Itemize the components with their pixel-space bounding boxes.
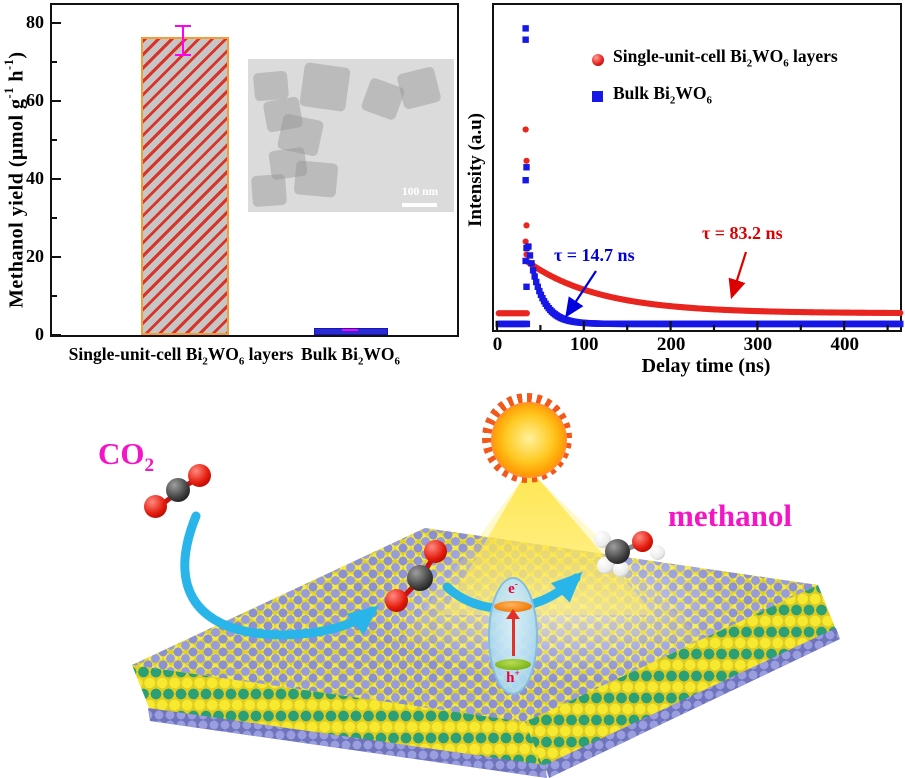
y-minor-tick xyxy=(52,294,57,297)
y-tick-label: 60 xyxy=(26,89,44,110)
right-y-axis-label: Intensity (a.u) xyxy=(465,113,486,228)
sun-icon xyxy=(491,402,567,478)
tem-scale-label: 100 nm xyxy=(401,186,439,198)
error-bar-single-unit-cell xyxy=(175,24,191,57)
legend-marker-blue-square xyxy=(592,91,603,102)
tem-inset-image: 100 nm xyxy=(248,59,454,212)
legend-label-bulk: Bulk Bi2WO6 xyxy=(613,83,712,107)
x-axis-ticks xyxy=(495,321,889,330)
carbon-atom xyxy=(166,478,190,502)
oxygen-atom xyxy=(188,464,211,487)
tau-blue-annotation-arrow xyxy=(565,270,597,318)
nanosheet xyxy=(293,160,339,198)
category-label-single-unit-cell: Single-unit-cell Bi2WO6 layers xyxy=(68,344,294,368)
x-axis-label: Delay time (ns) xyxy=(641,355,771,377)
co2-label: CO2 xyxy=(98,436,155,477)
error-bar-cap-bottom xyxy=(175,53,191,57)
legend-label-single-unit-cell: Single-unit-cell Bi2WO6 layers xyxy=(613,46,838,70)
y-tick-label: 0 xyxy=(35,323,44,344)
charge-separation-ellipse: e- h+ xyxy=(488,577,538,695)
electron-disc xyxy=(494,601,532,612)
carbon-atom xyxy=(605,539,630,564)
x-tick-label: 100 xyxy=(570,334,599,355)
y-major-tick xyxy=(52,333,61,336)
carbon-atom xyxy=(407,565,433,591)
charge-transfer-arrow xyxy=(511,618,515,656)
tem-scale-bar xyxy=(402,203,437,207)
co2-adsorption-arrow xyxy=(180,511,380,640)
x-tick-label: 400 xyxy=(830,334,859,355)
error-bar-cap-top xyxy=(175,24,191,28)
x-tick-label: 0 xyxy=(492,334,503,355)
tau-annotation-blue: τ = 14.7 ns xyxy=(554,245,635,265)
error-bar-cap-top xyxy=(342,328,358,332)
left-plot-area: 100 nm xyxy=(50,3,459,337)
charge-transfer-arrow-head xyxy=(506,609,520,619)
y-minor-tick xyxy=(52,60,57,63)
legend-marker-red-circle xyxy=(592,54,604,66)
y-tick-label: 80 xyxy=(26,11,44,32)
oxygen-atom xyxy=(424,540,447,563)
y-major-tick xyxy=(52,177,61,180)
electron-label: e- xyxy=(508,580,518,597)
decay-scatter-canvas xyxy=(495,25,904,330)
category-label-bulk: Bulk Bi2WO6 xyxy=(301,344,400,368)
y-tick-label: 40 xyxy=(26,167,44,188)
hole-disc xyxy=(495,659,531,670)
nanosheet xyxy=(252,70,290,102)
nanosheet xyxy=(396,65,442,111)
y-major-tick xyxy=(52,255,61,258)
x-tick-label: 200 xyxy=(656,334,686,355)
photocatalysis-schematic: e- h+ CO2 methanol xyxy=(0,380,905,778)
hydrogen-atom xyxy=(613,561,629,577)
tau-red-annotation-arrow xyxy=(728,251,748,300)
y-tick-label: 20 xyxy=(26,245,44,266)
nanosheet xyxy=(250,173,288,208)
error-bar-bulk xyxy=(342,328,358,332)
right-plot-area xyxy=(492,3,904,332)
y-major-tick xyxy=(52,99,61,102)
y-minor-tick xyxy=(52,138,57,141)
oxygen-atom xyxy=(632,531,653,552)
x-tick-label: 300 xyxy=(743,334,773,355)
scatter-dots xyxy=(495,25,904,328)
hole-label: h+ xyxy=(506,669,520,686)
methanol-label: methanol xyxy=(668,498,792,533)
y-major-tick xyxy=(52,21,61,24)
hydrogen-atom xyxy=(650,545,665,560)
oxygen-atom xyxy=(144,495,167,518)
oxygen-atom xyxy=(385,589,408,612)
methanol-yield-bar-chart: Methanol yield (μmol g-1 h-1) xyxy=(0,0,466,380)
bar-single-unit-cell xyxy=(141,36,229,335)
tau-annotation-red: τ = 83.2 ns xyxy=(702,223,783,243)
y-minor-tick xyxy=(52,216,57,219)
nanosheet xyxy=(299,62,351,112)
pl-decay-scatter-chart: Intensity (a.u) Single-unit-cell Bi2WO6 … xyxy=(465,0,905,380)
